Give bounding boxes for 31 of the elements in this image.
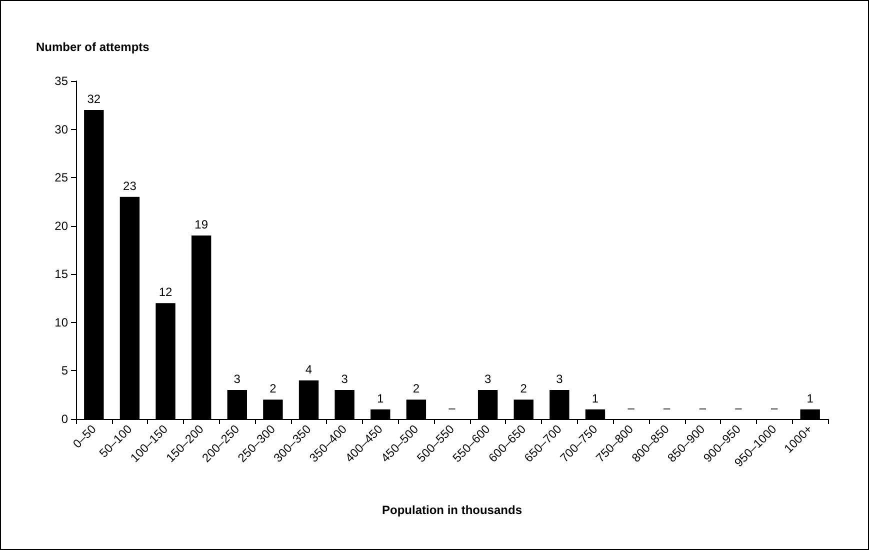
data-label: 32 (87, 92, 101, 106)
data-label: 23 (123, 178, 137, 193)
x-axis-title: Population in thousands (382, 503, 522, 517)
data-label: 3 (341, 372, 348, 386)
data-label: 3 (234, 372, 241, 386)
data-label: 1 (377, 391, 384, 406)
data-label: – (770, 401, 778, 415)
data-label: 12 (158, 285, 173, 300)
data-label: 19 (194, 218, 208, 232)
y-tick-label: 5 (61, 364, 68, 378)
data-label: – (664, 401, 671, 415)
y-tick-label: 20 (54, 218, 68, 233)
y-tick-label: 0 (61, 412, 68, 426)
data-label: – (699, 401, 706, 415)
data-label: 3 (484, 372, 492, 386)
data-label: 2 (270, 382, 277, 396)
data-label: – (628, 401, 635, 415)
y-tick-label: 25 (54, 170, 68, 185)
y-tick-label: 15 (54, 267, 68, 282)
data-label: 1 (806, 391, 814, 406)
data-label: 1 (592, 391, 599, 406)
data-label: 3 (556, 372, 564, 386)
y-axis-title: Number of attempts (36, 40, 150, 54)
data-label: 2 (412, 382, 420, 396)
data-label: – (735, 401, 742, 415)
data-label: – (448, 401, 456, 415)
y-tick-label: 10 (54, 315, 68, 330)
data-label: 4 (305, 362, 312, 376)
data-label: 2 (520, 382, 528, 396)
y-tick-label: 30 (54, 122, 68, 136)
y-tick-label: 35 (54, 74, 68, 88)
